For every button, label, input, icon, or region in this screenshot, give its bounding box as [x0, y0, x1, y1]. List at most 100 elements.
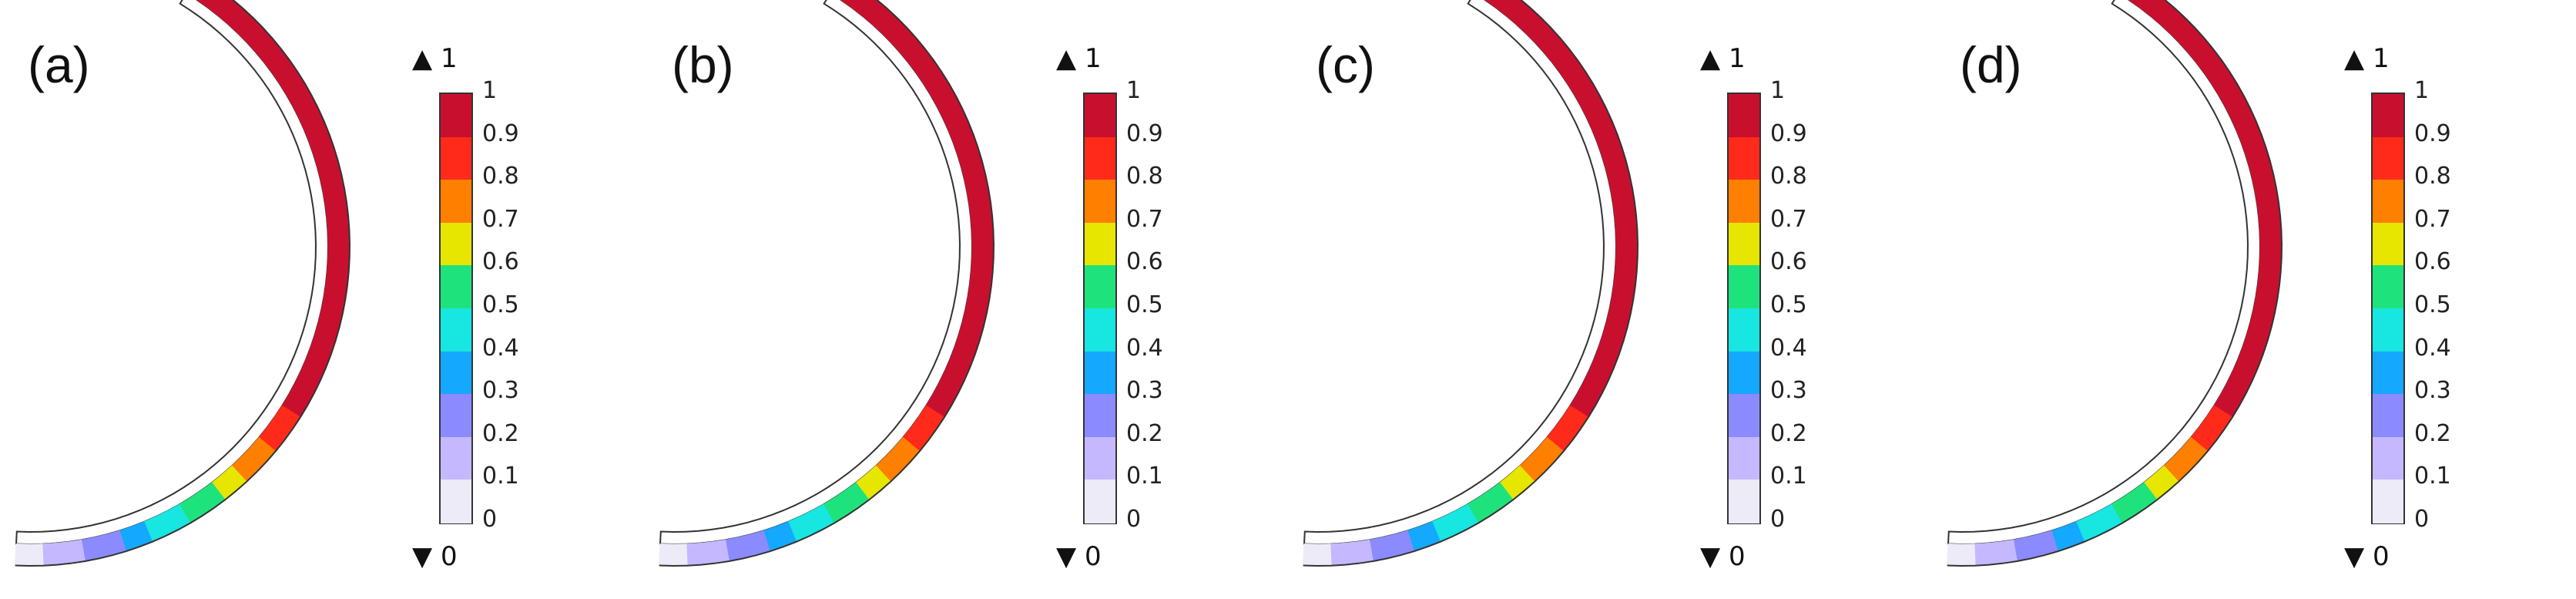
outer-layer-segment [327, 229, 351, 245]
outer-layer-segment [686, 543, 702, 567]
outer-layer-segment [327, 244, 351, 259]
panel-a: (a) ▲ 1 ▼ 0 1 0.9 0.8 0.7 0.6 0.5 0.4 0.3 0.2 0.1 0 [0, 0, 644, 599]
outer-layer-segment [659, 543, 674, 567]
colorbar-tick-label: 0.2 [2414, 419, 2451, 447]
outer-outline [1947, 0, 2283, 567]
colorbar-swatch [1085, 265, 1115, 309]
outer-outline [1303, 0, 1639, 567]
scale-max-label: ▲ 1 [1056, 43, 1102, 74]
colorbar-swatch [441, 265, 471, 309]
colorbar-tick-label: 0.1 [1126, 463, 1163, 490]
colorbar-swatch [2373, 136, 2403, 181]
colorbar-tick-label: 0.1 [1770, 463, 1807, 490]
outer-layer-segment [1947, 543, 1962, 567]
colorbar-tick-label: 0.2 [1126, 419, 1163, 447]
colorbar-tick-label: 0.2 [482, 419, 519, 447]
colorbar-swatch [1729, 394, 1759, 438]
colorbar-swatch [2373, 94, 2403, 138]
outer-layer-segment [968, 201, 993, 219]
outer-layer-segment [1614, 215, 1638, 232]
colorbar-swatch [441, 480, 471, 523]
colorbar-swatch [441, 436, 471, 481]
colorbar-tick-label: 0.6 [482, 248, 519, 276]
colorbar-swatch [441, 222, 471, 267]
curved-shell-plot [1947, 0, 2283, 567]
colorbar-swatch [441, 394, 471, 438]
colorbar-tick-label: 0.4 [2414, 334, 2451, 362]
colorbar-tick-label: 1 [1126, 77, 1142, 104]
colorbar-swatch [2373, 394, 2403, 438]
scale-max-label: ▲ 1 [2344, 43, 2390, 74]
colorbar-swatch [1085, 480, 1115, 523]
outer-layer-segment [1961, 543, 1976, 567]
colorbar-swatch [441, 180, 471, 224]
colorbar-swatch [1085, 94, 1115, 138]
colorbar-tick-label: 0.1 [482, 463, 519, 490]
colorbar-swatch [1085, 308, 1115, 352]
outer-layer-segment [1615, 229, 1639, 245]
curved-shell-plot [1303, 0, 1639, 567]
colorbar-swatch [441, 351, 471, 395]
colorbar-tick-label: 0 [2414, 506, 2430, 533]
outer-layer-segment [2139, 0, 2164, 17]
colorbar-swatch [1729, 180, 1759, 224]
colorbar-swatch [2373, 308, 2403, 352]
colorbar-tick-label: 0.7 [1126, 205, 1163, 233]
outer-layer-segment [29, 543, 44, 567]
colorbar [1727, 93, 1761, 524]
scale-max-label: ▲ 1 [412, 43, 458, 74]
colorbar-swatch [1085, 136, 1115, 181]
outer-layer-segment [699, 541, 716, 566]
colorbar-tick-label: 0.3 [1770, 377, 1807, 405]
colorbar-swatch [1729, 265, 1759, 309]
outer-layer-segment [2259, 244, 2283, 259]
scale-max-label: ▲ 1 [1700, 43, 1746, 74]
colorbar-swatch [2373, 436, 2403, 481]
colorbar-tick-label: 0.8 [2414, 163, 2451, 190]
panel-label: (a) [28, 36, 90, 93]
colorbar-tick-label: 0.3 [2414, 377, 2451, 405]
panel-label: (d) [1960, 36, 2022, 93]
scale-min-label: ▼ 0 [1700, 541, 1746, 572]
panel-d: (d) ▲ 1 ▼ 0 1 0.9 0.8 0.7 0.6 0.5 0.4 0.3 0.2 0.1 0 [1932, 0, 2576, 599]
outer-layer-segment [327, 257, 351, 273]
colorbar-swatch [1085, 222, 1115, 267]
colorbar-swatch [1729, 351, 1759, 395]
outer-layer-segment [1317, 543, 1332, 567]
outer-layer-segment [2259, 257, 2283, 273]
colorbar-swatch [2373, 351, 2403, 395]
colorbar-swatch [1085, 180, 1115, 224]
scale-min-label: ▼ 0 [2344, 541, 2390, 572]
outer-layer-segment [971, 257, 995, 273]
colorbar-tick-label: 0.6 [2414, 248, 2451, 276]
outer-layer-segment [1495, 0, 1520, 17]
colorbar-swatch [2373, 180, 2403, 224]
outer-layer-segment [1615, 244, 1639, 259]
colorbar-tick-label: 0.4 [482, 334, 519, 362]
colorbar-tick-label: 0.7 [482, 205, 519, 233]
colorbar-tick-label: 0.9 [1770, 119, 1807, 147]
outer-outline [15, 0, 351, 567]
colorbar-tick-label: 0.5 [482, 291, 519, 318]
colorbar-tick-label: 1 [2414, 77, 2430, 104]
colorbar-tick-label: 0.4 [1770, 334, 1807, 362]
outer-layer-segment [2259, 229, 2283, 245]
colorbar-tick-label: 0.7 [2414, 205, 2451, 233]
outer-layer-segment [326, 215, 350, 232]
colorbar-tick-label: 0.6 [1126, 248, 1163, 276]
colorbar-swatch [1729, 480, 1759, 523]
colorbar-tick-label: 0.4 [1126, 334, 1163, 362]
colorbar-swatch [441, 308, 471, 352]
colorbar [1083, 93, 1117, 524]
panel-b: (b) ▲ 1 ▼ 0 1 0.9 0.8 0.7 0.6 0.5 0.4 0.3 0.2 0.1 0 [644, 0, 1288, 599]
colorbar-tick-label: 0.1 [2414, 463, 2451, 490]
outer-layer-segment [196, 0, 215, 8]
colorbar-swatch [2373, 480, 2403, 523]
outer-layer-segment [1484, 0, 1503, 8]
outer-layer-segment [673, 543, 688, 567]
colorbar-swatch [1085, 351, 1115, 395]
colorbar-tick-label: 0.5 [2414, 291, 2451, 318]
panel-label: (c) [1316, 36, 1375, 93]
colorbar [439, 93, 473, 524]
colorbar-tick-label: 0 [482, 506, 498, 533]
